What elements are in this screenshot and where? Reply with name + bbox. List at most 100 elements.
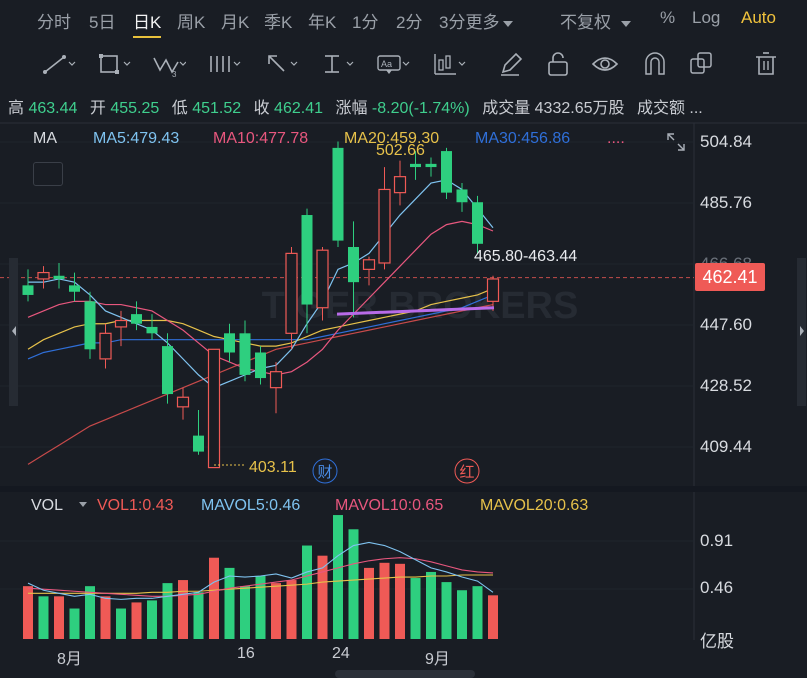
auto-toggle[interactable]: Auto <box>741 8 776 27</box>
svg-text:3: 3 <box>172 70 177 78</box>
chevron-right-icon <box>800 326 804 336</box>
candle-body <box>84 301 96 350</box>
candle-body <box>269 371 283 389</box>
change-value: -8.20(-1.74%) <box>371 100 470 117</box>
candle <box>84 291 96 359</box>
candle-body <box>456 189 468 203</box>
dividend-badge-label: 红 <box>459 463 474 481</box>
volume-bar <box>54 596 64 639</box>
tab-weekly-k[interactable]: 周K <box>177 13 206 32</box>
volume-bar <box>38 596 49 639</box>
candle <box>99 323 112 369</box>
volume-bar <box>395 563 405 639</box>
ma-more[interactable]: .... <box>607 130 625 147</box>
text-tool-icon[interactable]: Aa <box>376 50 410 78</box>
active-tab-underline <box>133 36 161 38</box>
vol-unit: 亿股 <box>700 632 734 651</box>
tab-quarterly-k[interactable]: 季K <box>264 13 293 32</box>
low-label: 低 <box>171 100 188 117</box>
volume-value: 4332.65万股 <box>534 100 625 117</box>
ma-legend-title[interactable]: MA <box>33 130 57 147</box>
candle <box>146 314 158 340</box>
tab-2min[interactable]: 2分 <box>396 13 423 32</box>
parallel-lines-icon[interactable] <box>207 50 241 78</box>
volume-bar <box>23 586 33 639</box>
candle-body <box>22 285 34 295</box>
volume-bar <box>488 595 498 639</box>
volume-bar <box>364 567 374 639</box>
volume-bar <box>441 582 452 639</box>
candle <box>162 333 173 404</box>
price-tick: 485.76 <box>700 193 752 212</box>
vol-legend-title[interactable]: VOL <box>31 497 64 514</box>
volume-bar <box>240 586 250 639</box>
candle-body <box>146 326 158 334</box>
price-tick: 447.60 <box>700 315 752 334</box>
open-label: 开 <box>89 100 106 117</box>
candle <box>22 269 34 302</box>
candle <box>37 266 50 289</box>
tab-monthly-k[interactable]: 月K <box>221 13 250 32</box>
tab-yearly-k[interactable]: 年K <box>308 13 337 32</box>
volume-bar <box>379 562 390 639</box>
candle <box>239 320 251 382</box>
candle <box>69 272 80 302</box>
ma5-line <box>28 179 494 389</box>
candle-body <box>99 332 112 360</box>
tab-5day[interactable]: 5日 <box>89 13 116 32</box>
candle <box>285 246 298 350</box>
mavol5-value: MAVOL5:0.46 <box>201 497 301 514</box>
drawing-toolbar: 3 Aa <box>0 44 807 84</box>
line-tool-icon[interactable] <box>42 50 76 78</box>
change-label: 涨幅 <box>335 100 368 117</box>
candle <box>332 141 344 247</box>
candle <box>193 410 204 455</box>
candle <box>378 167 391 270</box>
candle <box>53 262 65 289</box>
candle-body <box>176 396 190 408</box>
candle-body <box>425 163 437 168</box>
ma-legend: MA MA5:479.43 MA10:477.78 MA20:459.30 MA… <box>0 130 680 152</box>
volume-bar <box>147 600 157 639</box>
volume-bar <box>317 555 328 639</box>
tab-intraday[interactable]: 分时 <box>37 13 71 32</box>
ma30-line <box>27 294 494 360</box>
magnet-icon[interactable] <box>641 50 669 78</box>
eye-icon[interactable] <box>591 50 621 78</box>
candle <box>316 246 329 321</box>
ma5-value: MA5:479.43 <box>93 130 180 147</box>
percent-toggle[interactable]: % <box>660 8 676 27</box>
tab-1min[interactable]: 1分 <box>352 13 379 32</box>
expand-icon[interactable] <box>666 132 686 152</box>
ma60-line <box>27 303 494 465</box>
ma-settings-box[interactable] <box>33 162 63 186</box>
candle-body <box>69 285 80 292</box>
horizontal-scrollbar[interactable] <box>335 670 475 678</box>
panel-divider[interactable] <box>0 486 807 492</box>
trash-icon[interactable] <box>753 50 781 78</box>
date-tick: 16 <box>237 645 255 662</box>
candle-tool-icon[interactable] <box>432 50 466 78</box>
wave-tool-icon[interactable]: 3 <box>152 50 186 78</box>
vertical-line-icon[interactable] <box>320 50 354 78</box>
candle-body <box>393 176 407 194</box>
ohlc-summary: 高 463.44 开 455.25 低 451.52 收 462.41 涨幅 -… <box>0 94 807 117</box>
date-tick: 24 <box>332 645 350 662</box>
pencil-icon[interactable] <box>497 50 525 78</box>
log-toggle[interactable]: Log <box>692 8 721 27</box>
lock-icon[interactable] <box>545 50 573 78</box>
candle-body <box>332 147 344 241</box>
volume-bar <box>426 571 436 639</box>
volume-bar <box>255 576 266 639</box>
price-tick: 409.44 <box>700 437 752 456</box>
copy-icon[interactable] <box>688 50 716 78</box>
arrow-tool-icon[interactable] <box>264 50 298 78</box>
candle-body <box>472 202 483 244</box>
volume-bar <box>85 586 95 639</box>
tab-more[interactable]: 3分更多 <box>439 8 514 33</box>
candle <box>207 348 221 469</box>
rectangle-tool-icon[interactable] <box>97 50 131 78</box>
adjust-select[interactable]: 不复权 <box>560 8 631 33</box>
tab-more-label: 3分更多 <box>439 13 500 32</box>
tab-daily-k[interactable]: 日K <box>133 13 162 32</box>
